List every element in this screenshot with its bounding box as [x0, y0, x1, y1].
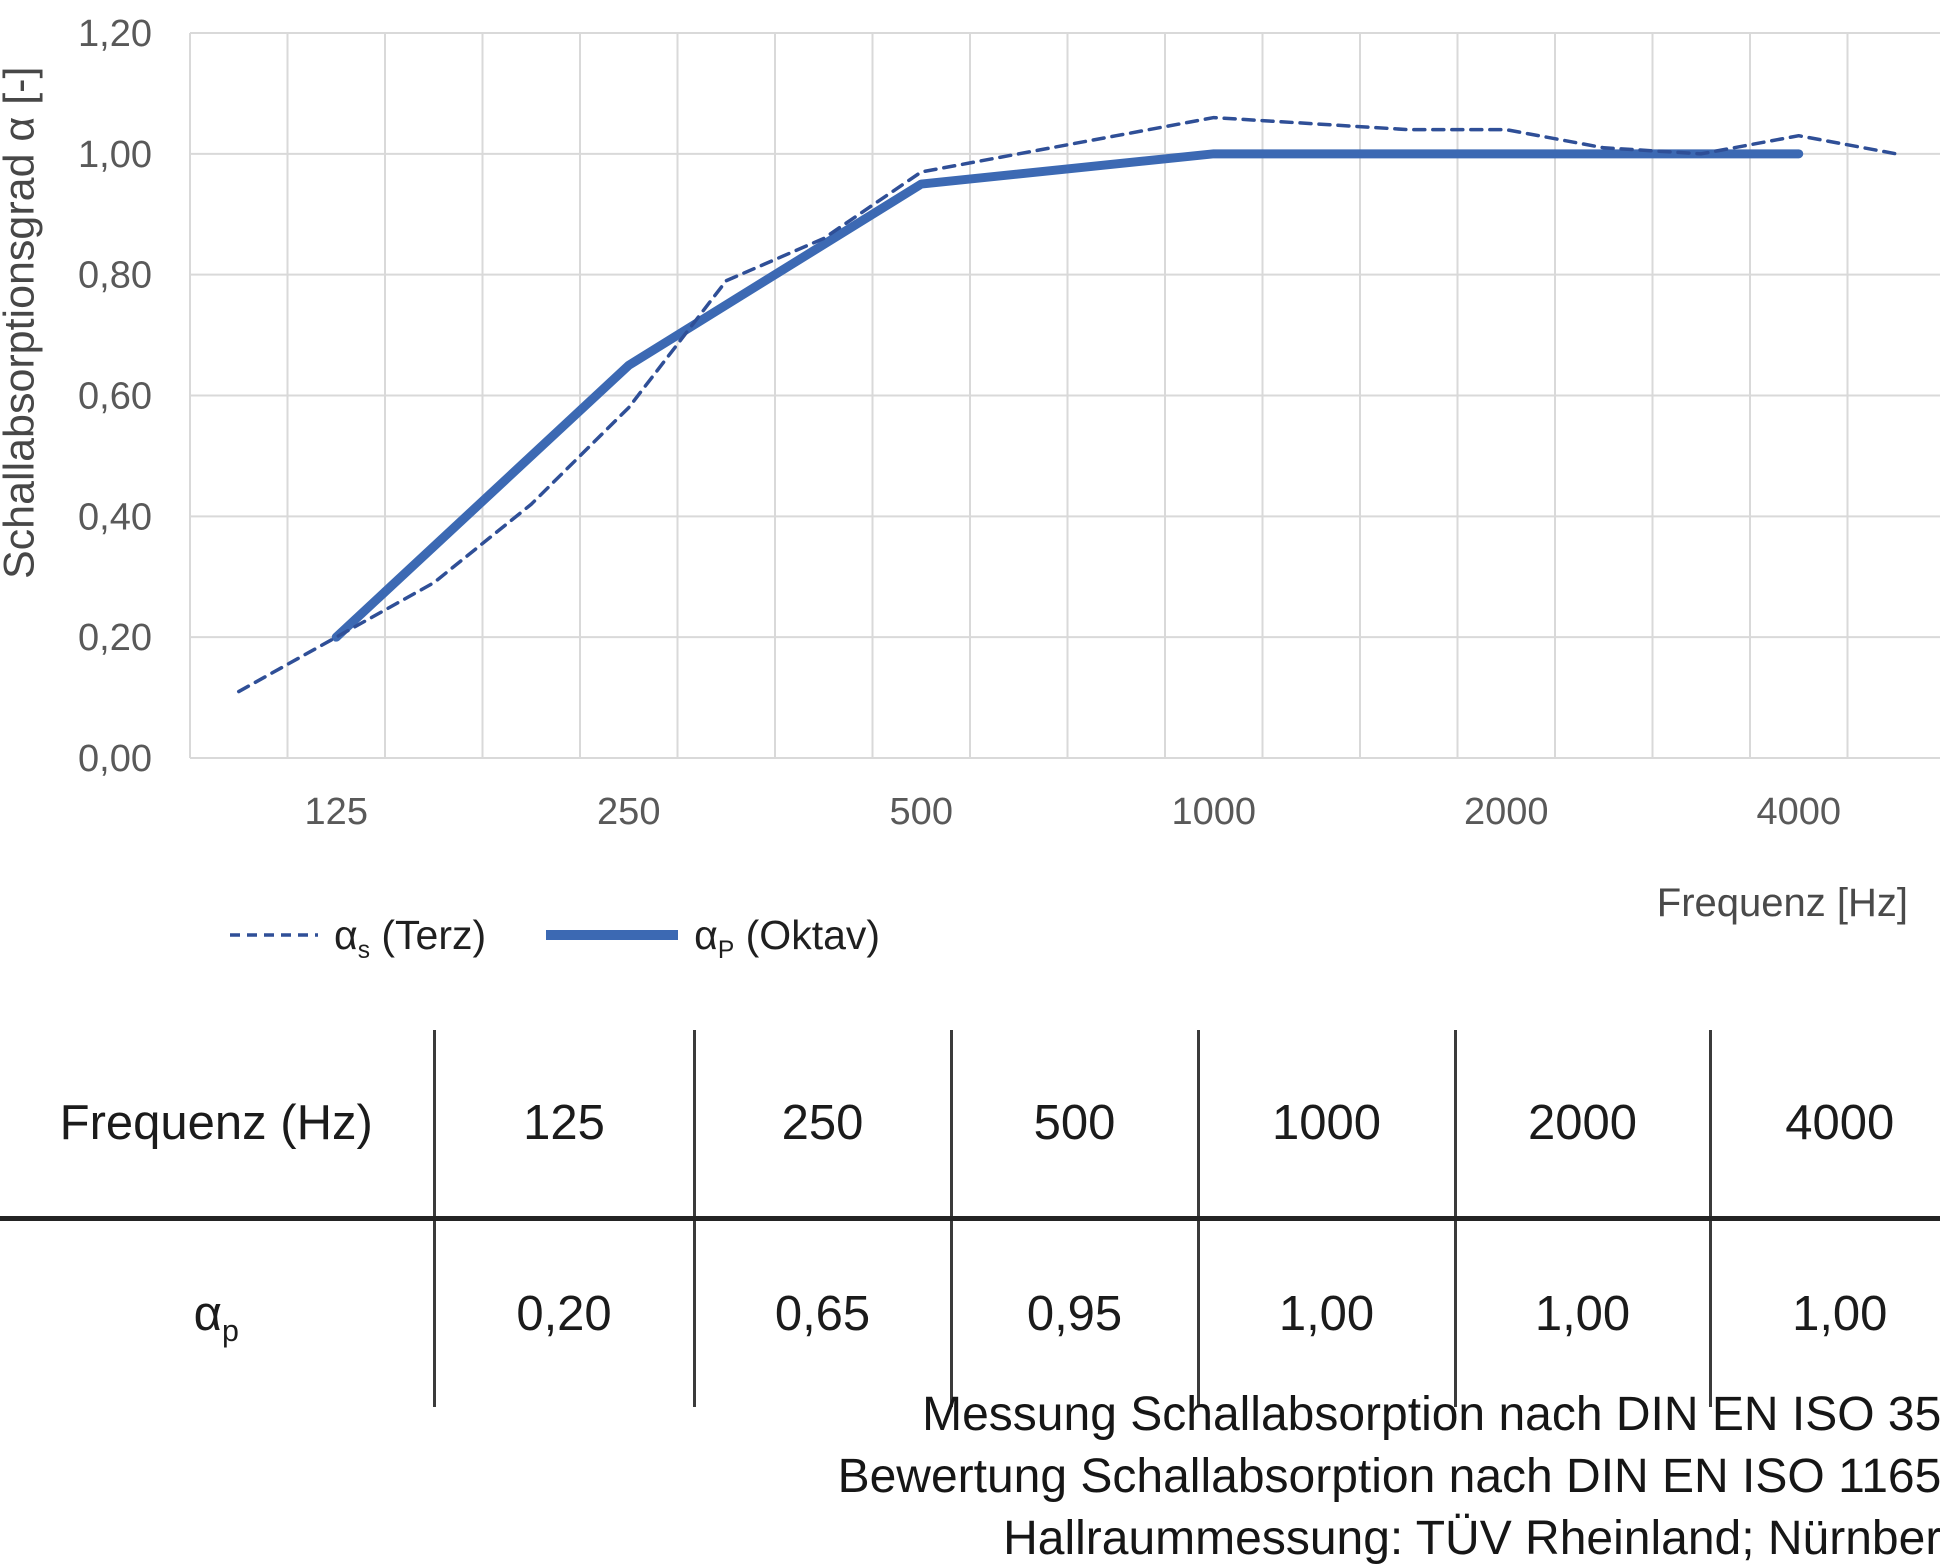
footer-note-line: Bewertung Schallabsorption nach DIN EN I… [837, 1450, 1940, 1503]
series-alpha-p-oktav [331, 149, 1804, 642]
absorption-chart: 0,00 0,20 0,40 0,60 0,80 1,00 1,20 125 250 500 100… [78, 13, 1940, 925]
x-axis-label: Frequenz [Hz] [1657, 881, 1908, 925]
x-tick-label: 4000 [1756, 791, 1841, 833]
footer-note-line: Hallraummessung: TÜV Rheinland; Nürnberg [1003, 1512, 1940, 1565]
y-tick-label: 1,20 [78, 13, 152, 55]
y-tick-label: 0,60 [78, 376, 152, 418]
x-tick-label: 1000 [1171, 791, 1256, 833]
x-tick-label: 500 [890, 791, 953, 833]
x-tick-label: 125 [305, 791, 368, 833]
table-header-4000: 4000 [1708, 1030, 1940, 1221]
table-value-2000: 1,00 [1453, 1218, 1710, 1407]
absorption-table-wrap: Frequenz (Hz) 125 250 500 1000 2000 4000… [0, 1030, 1940, 1407]
legend-item-terz: αs (Terz) [228, 911, 487, 964]
y-tick-label: 0,00 [78, 738, 152, 780]
table-header-frequency: Frequenz (Hz) [0, 1030, 434, 1221]
table-header-row: Frequenz (Hz) 125 250 500 1000 2000 4000 [0, 1030, 1940, 1221]
legend-solid-sample-icon [546, 930, 679, 940]
table-header-500: 500 [949, 1030, 1198, 1221]
chart-legend: αs (Terz) αP (Oktav) [228, 900, 880, 970]
x-tick-label: 250 [597, 791, 660, 833]
table-header-250: 250 [692, 1030, 951, 1221]
legend-item-oktav: αP (Oktav) [544, 911, 881, 964]
table-value-125: 0,20 [432, 1218, 694, 1407]
table-value-4000: 1,00 [1708, 1218, 1940, 1407]
table-header-125: 125 [432, 1030, 694, 1221]
y-tick-label: 1,00 [78, 134, 152, 176]
footer-note-line: Messung Schallabsorption nach DIN EN ISO… [922, 1388, 1940, 1441]
table-row-label-alpha-p: αp [193, 1287, 239, 1348]
table-value-250: 0,65 [692, 1218, 951, 1407]
table-value-500: 0,95 [949, 1218, 1198, 1407]
legend-dash-sample-icon [230, 933, 318, 937]
series-alpha-s-terz [237, 115, 1898, 694]
table-header-2000: 2000 [1453, 1030, 1710, 1221]
table-value-1000: 1,00 [1196, 1218, 1455, 1407]
legend-label-terz: αs (Terz) [334, 911, 487, 964]
y-tick-label: 0,20 [78, 617, 152, 659]
y-tick-label: 0,80 [78, 255, 152, 297]
table-header-1000: 1000 [1196, 1030, 1455, 1221]
x-tick-label: 2000 [1464, 791, 1549, 833]
footer-notes: Messung Schallabsorption nach DIN EN ISO… [838, 1384, 1940, 1565]
y-tick-label: 0,40 [78, 496, 152, 538]
table-value-row: αp 0,20 0,65 0,95 1,00 1,00 1,00 [0, 1218, 1940, 1407]
absorption-table: Frequenz (Hz) 125 250 500 1000 2000 4000… [0, 1030, 1940, 1407]
legend-label-oktav: αP (Oktav) [694, 911, 881, 964]
